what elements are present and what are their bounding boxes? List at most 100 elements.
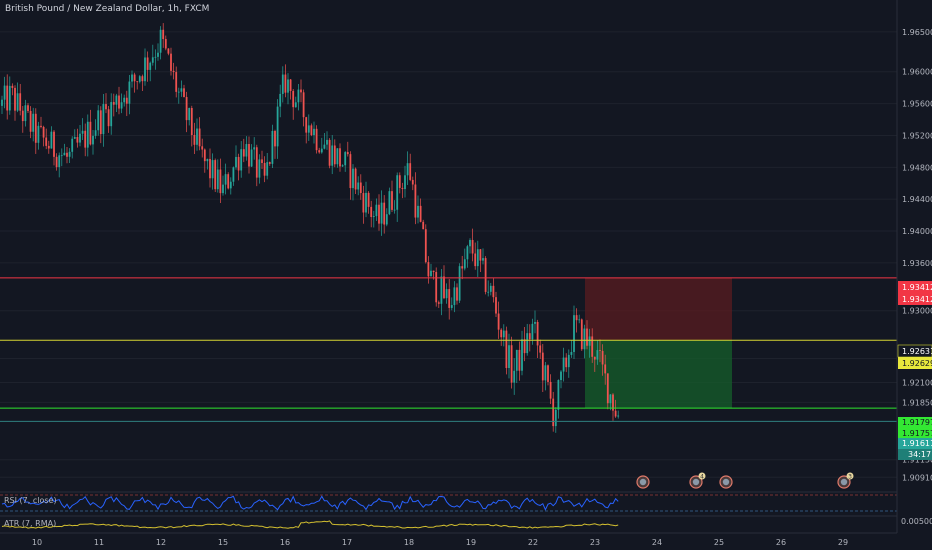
candle-body <box>612 394 614 411</box>
time-tick-label: 25 <box>714 538 724 547</box>
candle-body <box>71 138 74 152</box>
short-position-tool[interactable] <box>585 277 732 409</box>
candle-body <box>495 297 497 314</box>
candle-body <box>164 39 167 49</box>
time-axis[interactable]: 10 11 12 15 16 17 18 19 22 23 24 25 26 29 <box>32 538 848 547</box>
candle-body <box>81 130 84 134</box>
candle-body <box>396 175 399 210</box>
candle-body <box>539 345 542 353</box>
candle-body <box>411 179 414 185</box>
candle-body <box>417 205 419 218</box>
candle-body <box>261 159 263 163</box>
event-count-text: 4 <box>700 474 704 481</box>
candle-body <box>599 350 601 351</box>
candle-body <box>1 99 3 106</box>
candle-body <box>19 93 22 111</box>
candle-body <box>565 357 568 368</box>
candle-body <box>219 169 222 194</box>
risk-zone[interactable] <box>585 277 732 341</box>
candle-body <box>508 345 510 369</box>
candle-body <box>549 381 552 399</box>
candle-body <box>391 191 393 210</box>
candle-body <box>489 285 492 292</box>
candle-body <box>185 96 188 121</box>
price-tick-label: 1.91130 <box>902 456 932 465</box>
candle-body <box>115 95 118 105</box>
candle-body <box>609 394 612 404</box>
candle-body <box>305 117 308 133</box>
candle-body <box>427 262 430 277</box>
candle-body <box>68 151 71 157</box>
candle-body <box>375 204 378 217</box>
candle-body <box>84 130 87 148</box>
price-tick-label: 1.94400 <box>902 195 932 204</box>
candle-body <box>430 270 432 277</box>
candle-body <box>544 365 547 381</box>
candle-body <box>424 229 427 263</box>
candle-body <box>580 319 583 350</box>
candle-body <box>435 272 438 303</box>
candle-body <box>172 70 175 73</box>
candle-body <box>372 216 375 218</box>
candle-body <box>34 113 37 143</box>
candle-body <box>469 240 471 247</box>
candle-body <box>318 150 321 153</box>
candle-body <box>406 163 409 176</box>
candle-body <box>167 48 170 54</box>
candle-body <box>255 147 258 178</box>
stop-lower-label: 1.93412 <box>902 295 932 304</box>
candle-body <box>32 113 35 132</box>
atr-label: ATR (7, RMA) <box>4 519 57 528</box>
candle-body <box>583 328 586 350</box>
chart-grid <box>0 31 897 478</box>
candle-body <box>487 291 490 293</box>
candle-body <box>229 181 232 189</box>
candle-body <box>448 289 451 308</box>
candle-body <box>500 329 503 338</box>
candle-body <box>248 144 250 167</box>
event-marker-2[interactable]: 4 <box>689 472 706 489</box>
horizontal-lines[interactable] <box>0 277 897 422</box>
candle-body <box>79 133 81 143</box>
candle-body <box>404 175 406 190</box>
countdown-label: 34:17 <box>908 450 931 459</box>
candle-body <box>136 81 139 83</box>
candle-body <box>133 74 136 82</box>
candle-body <box>206 158 209 162</box>
candle-body <box>29 110 32 132</box>
candle-body <box>92 135 94 145</box>
stop-upper-badge <box>898 281 932 293</box>
candle-body <box>268 162 271 164</box>
atr-line <box>1 520 619 529</box>
candle-body <box>328 139 331 166</box>
event-marker-1[interactable] <box>636 475 650 489</box>
candle-body <box>258 159 261 178</box>
price-tick-label: 1.92100 <box>902 378 932 387</box>
candle-body <box>131 74 133 82</box>
last-price-label: 1.91611 <box>902 439 932 448</box>
candle-body <box>297 89 300 103</box>
candle-body <box>235 156 237 168</box>
candle-body <box>266 162 269 176</box>
candle-body <box>528 333 531 340</box>
candle-body <box>484 258 487 292</box>
event-marker-4[interactable]: 3 <box>837 472 854 489</box>
candle-body <box>326 139 328 145</box>
candle-body <box>175 72 178 92</box>
time-tick-label: 23 <box>590 538 600 547</box>
candle-body <box>24 105 27 122</box>
candle-body <box>333 145 336 165</box>
candle-body <box>242 149 245 157</box>
event-icon-inner <box>692 478 700 486</box>
candle-body <box>586 328 588 346</box>
candle-body <box>47 145 50 149</box>
chart-title: British Pound / New Zealand Dollar, 1h, … <box>5 4 210 14</box>
candle-body <box>443 276 445 299</box>
price-tick-label: 1.94800 <box>902 163 932 172</box>
candle-body <box>536 321 539 346</box>
price-axis-labels: 1.93412 1.93412 1.92631 1.92629 1.91797 … <box>897 281 932 526</box>
event-marker-3[interactable] <box>719 475 733 489</box>
candle-body <box>352 168 354 189</box>
